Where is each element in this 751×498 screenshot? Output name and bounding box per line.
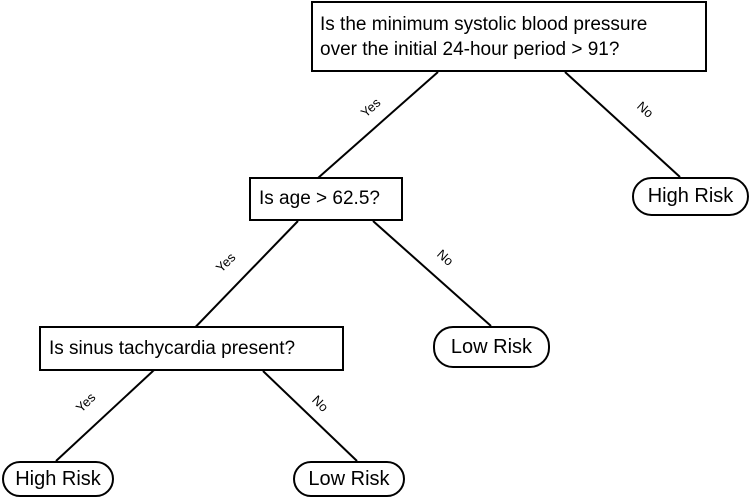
leaf-sinus-yes-label: High Risk bbox=[15, 467, 101, 490]
age-question-text: Is age > 62.5? bbox=[259, 188, 380, 209]
sinus-question-node: Is sinus tachycardia present? bbox=[39, 326, 344, 371]
leaf-sinus-yes-high-risk: High Risk bbox=[2, 461, 114, 497]
root-question-node: Is the minimum systolic blood pressure o… bbox=[311, 1, 707, 72]
edge-root-yes bbox=[317, 71, 439, 179]
edge-sinus-yes bbox=[55, 370, 154, 462]
leaf-root-no-label: High Risk bbox=[647, 185, 734, 207]
sinus-question-text: Is sinus tachycardia present? bbox=[49, 337, 296, 359]
age-question-node: Is age > 62.5? bbox=[249, 177, 403, 221]
leaf-age-no-low-risk: Low Risk bbox=[433, 326, 550, 368]
root-question-line1: Is the minimum systolic blood pressure bbox=[320, 13, 648, 35]
leaf-age-no-label: Low Risk bbox=[450, 335, 533, 358]
leaf-sinus-no-label: Low Risk bbox=[308, 467, 390, 490]
leaf-sinus-no-low-risk: Low Risk bbox=[293, 461, 405, 497]
edge-sinus-no bbox=[262, 370, 358, 462]
leaf-root-no-high-risk: High Risk bbox=[632, 177, 749, 216]
edge-age-no bbox=[372, 220, 492, 327]
edge-root-no bbox=[564, 71, 681, 178]
root-question-line2: over the initial 24-hour period > 91? bbox=[320, 38, 620, 60]
